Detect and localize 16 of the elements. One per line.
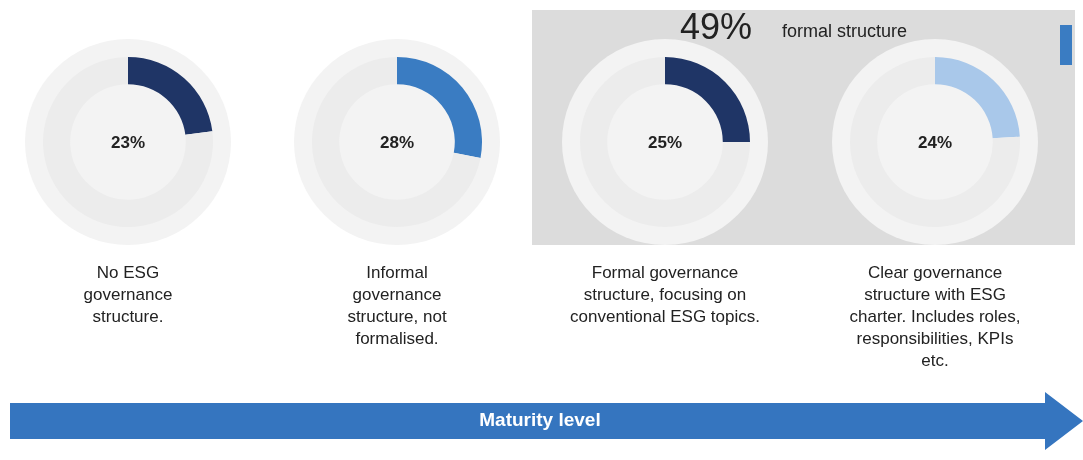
donut-slice (43, 57, 213, 227)
text: 25% (648, 133, 683, 152)
text: Maturity level (478, 409, 602, 431)
donut-slice (128, 57, 213, 135)
text: Clear governance structure with ESG charter. Includes roles, responsibilities, KPIs etc. (848, 262, 1022, 372)
text: 23% (111, 133, 146, 152)
text: Formal governance structure, focusing on conventional ESG topics. (570, 262, 760, 328)
text: 24% (918, 133, 953, 152)
text: No ESG governance structure. (82, 262, 174, 328)
donut-slice (580, 57, 750, 227)
text: Informal governance structure, not formalised. (346, 262, 448, 350)
text: 28% (380, 133, 415, 152)
donut-slice (850, 57, 1020, 227)
donut-slice (312, 57, 481, 227)
text: formal structure (782, 21, 908, 42)
text: 49% (680, 6, 753, 48)
